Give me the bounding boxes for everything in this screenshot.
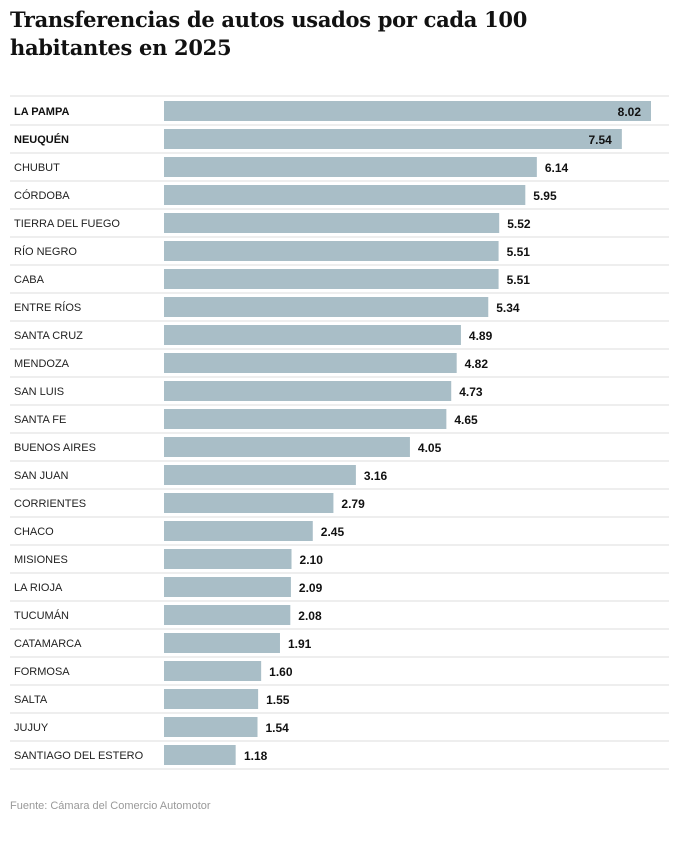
bar-row: SANTA CRUZ 4.89 [10, 325, 669, 350]
bar [164, 409, 447, 429]
category-label: LA RIOJA [14, 582, 63, 594]
bar [164, 241, 499, 261]
category-label: CORRIENTES [14, 498, 86, 510]
bar [164, 157, 537, 177]
category-label: CHUBUT [14, 162, 60, 174]
value-label: 4.82 [465, 357, 489, 371]
bar [164, 101, 651, 121]
bar-row: MENDOZA 4.82 [10, 353, 669, 378]
bar [164, 185, 526, 205]
bar [164, 297, 489, 317]
value-label: 3.16 [364, 469, 388, 483]
bar-row: CÓRDOBA 5.95 [10, 185, 669, 210]
bar-row: LA RIOJA 2.09 [10, 577, 669, 602]
category-label: MISIONES [14, 554, 68, 566]
category-label: CHACO [14, 526, 54, 538]
category-label: LA PAMPA [14, 106, 69, 118]
category-label: TIERRA DEL FUEGO [14, 218, 120, 230]
bar-row: SANTIAGO DEL ESTERO 1.18 [10, 745, 669, 770]
bar-row: CHUBUT 6.14 [10, 157, 669, 182]
value-label: 2.45 [321, 525, 345, 539]
bar [164, 213, 500, 233]
bar [164, 381, 452, 401]
bar-row: SALTA 1.55 [10, 689, 669, 714]
value-label: 2.79 [341, 497, 365, 511]
bar-row: ENTRE RÍOS 5.34 [10, 297, 669, 322]
value-label: 2.08 [298, 609, 322, 623]
bar [164, 745, 236, 765]
bar-row: FORMOSA 1.60 [10, 661, 669, 686]
category-label: SANTA FE [14, 414, 66, 426]
bar [164, 129, 622, 149]
category-label: JUJUY [14, 722, 49, 734]
category-label: BUENOS AIRES [14, 442, 96, 454]
value-label: 1.54 [266, 721, 290, 735]
bar [164, 661, 262, 681]
bar [164, 353, 457, 373]
bar-row: CHACO 2.45 [10, 521, 669, 546]
category-label: CATAMARCA [14, 638, 82, 650]
value-label: 5.51 [507, 245, 531, 259]
value-label: 6.14 [545, 161, 569, 175]
bar [164, 493, 334, 513]
bar [164, 325, 461, 345]
category-label: MENDOZA [14, 358, 70, 370]
value-label: 2.10 [300, 553, 324, 567]
bar [164, 605, 291, 625]
bar-row: CORRIENTES 2.79 [10, 493, 669, 518]
bar [164, 465, 356, 485]
chart-title: Transferencias de autos usados por cada … [10, 7, 528, 60]
bar [164, 717, 258, 737]
value-label: 5.51 [507, 273, 531, 287]
bar [164, 521, 313, 541]
category-label: NEUQUÉN [14, 133, 69, 146]
bar-row: BUENOS AIRES 4.05 [10, 437, 669, 462]
bar-row: RÍO NEGRO 5.51 [10, 241, 669, 266]
bar-row: TUCUMÁN 2.08 [10, 605, 669, 630]
bar-row: MISIONES 2.10 [10, 549, 669, 574]
value-label: 4.89 [469, 329, 493, 343]
category-label: TUCUMÁN [14, 609, 69, 622]
bar [164, 689, 259, 709]
value-label: 5.34 [496, 301, 520, 315]
value-label: 5.52 [507, 217, 531, 231]
value-label: 8.02 [618, 105, 642, 119]
value-label: 4.05 [418, 441, 442, 455]
value-label: 1.55 [266, 693, 290, 707]
category-label: FORMOSA [14, 666, 70, 678]
value-label: 1.91 [288, 637, 312, 651]
bar [164, 549, 292, 569]
category-label: SAN JUAN [14, 470, 68, 482]
bar [164, 633, 280, 653]
bar-row: LA PAMPA 8.02 [10, 101, 669, 126]
value-label: 7.54 [588, 133, 612, 147]
category-label: ENTRE RÍOS [14, 301, 81, 314]
bar-row: JUJUY 1.54 [10, 717, 669, 742]
bar-row: SAN JUAN 3.16 [10, 465, 669, 490]
bar [164, 577, 291, 597]
bar-row: TIERRA DEL FUEGO 5.52 [10, 213, 669, 238]
source-note: Fuente: Cámara del Comercio Automotor [10, 800, 211, 812]
category-label: RÍO NEGRO [14, 245, 77, 258]
category-label: CÓRDOBA [14, 189, 70, 202]
category-label: SAN LUIS [14, 386, 64, 398]
bar-row: SAN LUIS 4.73 [10, 381, 669, 406]
value-label: 4.65 [454, 413, 478, 427]
bar-row: CATAMARCA 1.91 [10, 633, 669, 658]
value-label: 1.60 [269, 665, 293, 679]
category-label: SALTA [14, 694, 48, 706]
bar-row: CABA 5.51 [10, 269, 669, 294]
value-label: 5.95 [533, 189, 557, 203]
bar-chart: LA PAMPA 8.02 NEUQUÉN 7.54 CHUBUT 6.14 CÓRDOBA… [10, 95, 669, 770]
category-label: SANTA CRUZ [14, 330, 83, 342]
bar [164, 437, 410, 457]
category-label: CABA [14, 274, 45, 286]
bar [164, 269, 499, 289]
value-label: 1.18 [244, 749, 268, 763]
bar-row: NEUQUÉN 7.54 [10, 129, 669, 154]
category-label: SANTIAGO DEL ESTERO [14, 750, 144, 762]
value-label: 2.09 [299, 581, 323, 595]
value-label: 4.73 [459, 385, 483, 399]
bar-row: SANTA FE 4.65 [10, 409, 669, 434]
